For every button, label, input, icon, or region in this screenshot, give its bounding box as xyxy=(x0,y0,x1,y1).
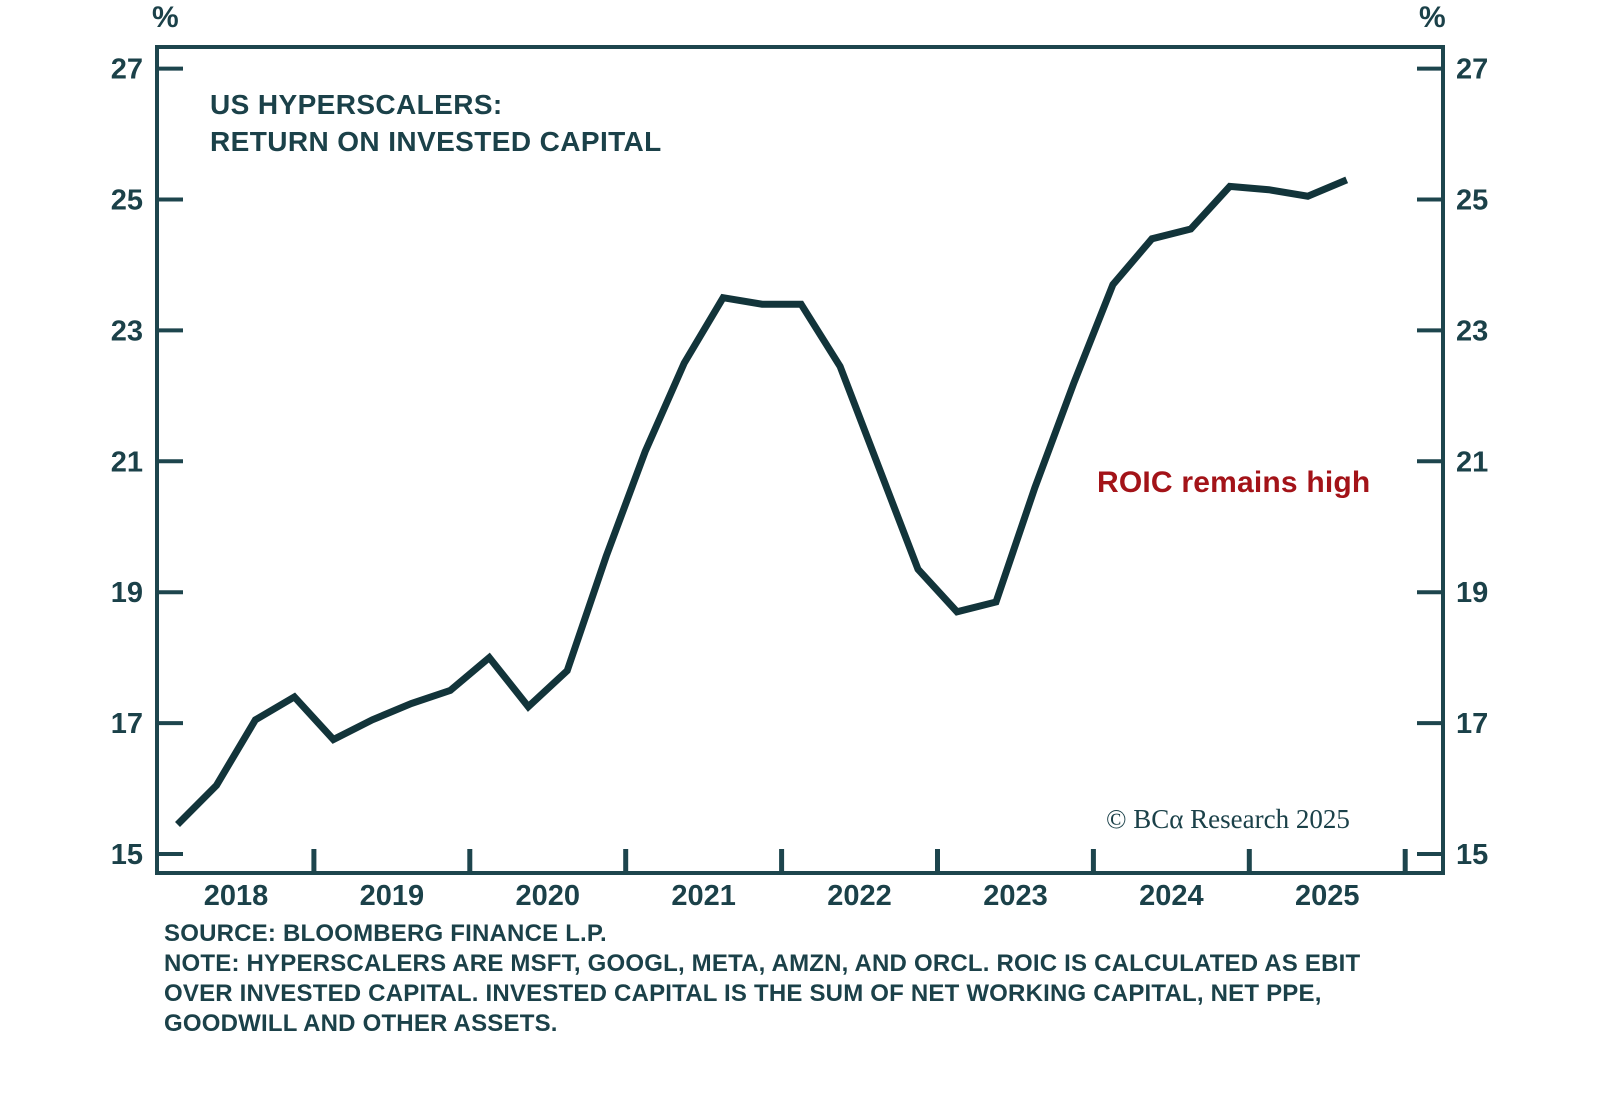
y-axis-label-right: 19 xyxy=(1456,577,1488,609)
chart-title-line1: US HYPERSCALERS: xyxy=(210,89,503,120)
source-line-2: NOTE: HYPERSCALERS ARE MSFT, GOOGL, META… xyxy=(164,950,1361,977)
x-axis-year-label: 2021 xyxy=(671,880,736,912)
chart-title-line2: RETURN ON INVESTED CAPITAL xyxy=(210,126,662,157)
roic-line xyxy=(175,176,1349,827)
x-axis-year-label: 2018 xyxy=(204,880,269,912)
y-axis-label-right: 15 xyxy=(1456,839,1488,871)
y-axis-label-right: 23 xyxy=(1456,315,1488,347)
x-axis-year-label: 2025 xyxy=(1295,880,1360,912)
copyright-note: © BCα Research 2025 xyxy=(1106,804,1350,834)
y-axis-label-left: 19 xyxy=(111,577,143,609)
x-axis-year-label: 2022 xyxy=(827,880,892,912)
y-axis-label-right: 27 xyxy=(1456,54,1488,86)
plot-frame xyxy=(155,45,1445,875)
y-axis-label-right: 25 xyxy=(1456,185,1488,217)
y-axis-label-left: 25 xyxy=(111,185,143,217)
y-axis-label-left: 23 xyxy=(111,315,143,347)
source-note: SOURCE: BLOOMBERG FINANCE L.P. NOTE: HYP… xyxy=(164,919,1360,1039)
x-axis-year-label: 2020 xyxy=(515,880,580,912)
source-line-3: OVER INVESTED CAPITAL. INVESTED CAPITAL … xyxy=(164,980,1322,1007)
chart-title: US HYPERSCALERS: RETURN ON INVESTED CAPI… xyxy=(210,86,662,160)
source-line-4: GOODWILL AND OTHER ASSETS. xyxy=(164,1010,558,1037)
y-axis-label-left: 27 xyxy=(111,54,143,86)
y-axis-label-left: 15 xyxy=(111,839,143,871)
source-line-1: SOURCE: BLOOMBERG FINANCE L.P. xyxy=(164,920,607,947)
y-axis-label-right: 17 xyxy=(1456,708,1488,740)
x-axis-year-label: 2024 xyxy=(1139,880,1204,912)
roic-annotation: ROIC remains high xyxy=(1097,466,1371,499)
y-axis-label-left: 17 xyxy=(111,708,143,740)
y-axis-label-left: 21 xyxy=(111,446,143,478)
x-axis-year-label: 2023 xyxy=(983,880,1048,912)
y-axis-unit-left: % xyxy=(152,1,179,34)
y-axis-label-right: 21 xyxy=(1456,446,1488,478)
y-axis-unit-right: % xyxy=(1419,1,1446,34)
x-axis-year-label: 2019 xyxy=(360,880,425,912)
